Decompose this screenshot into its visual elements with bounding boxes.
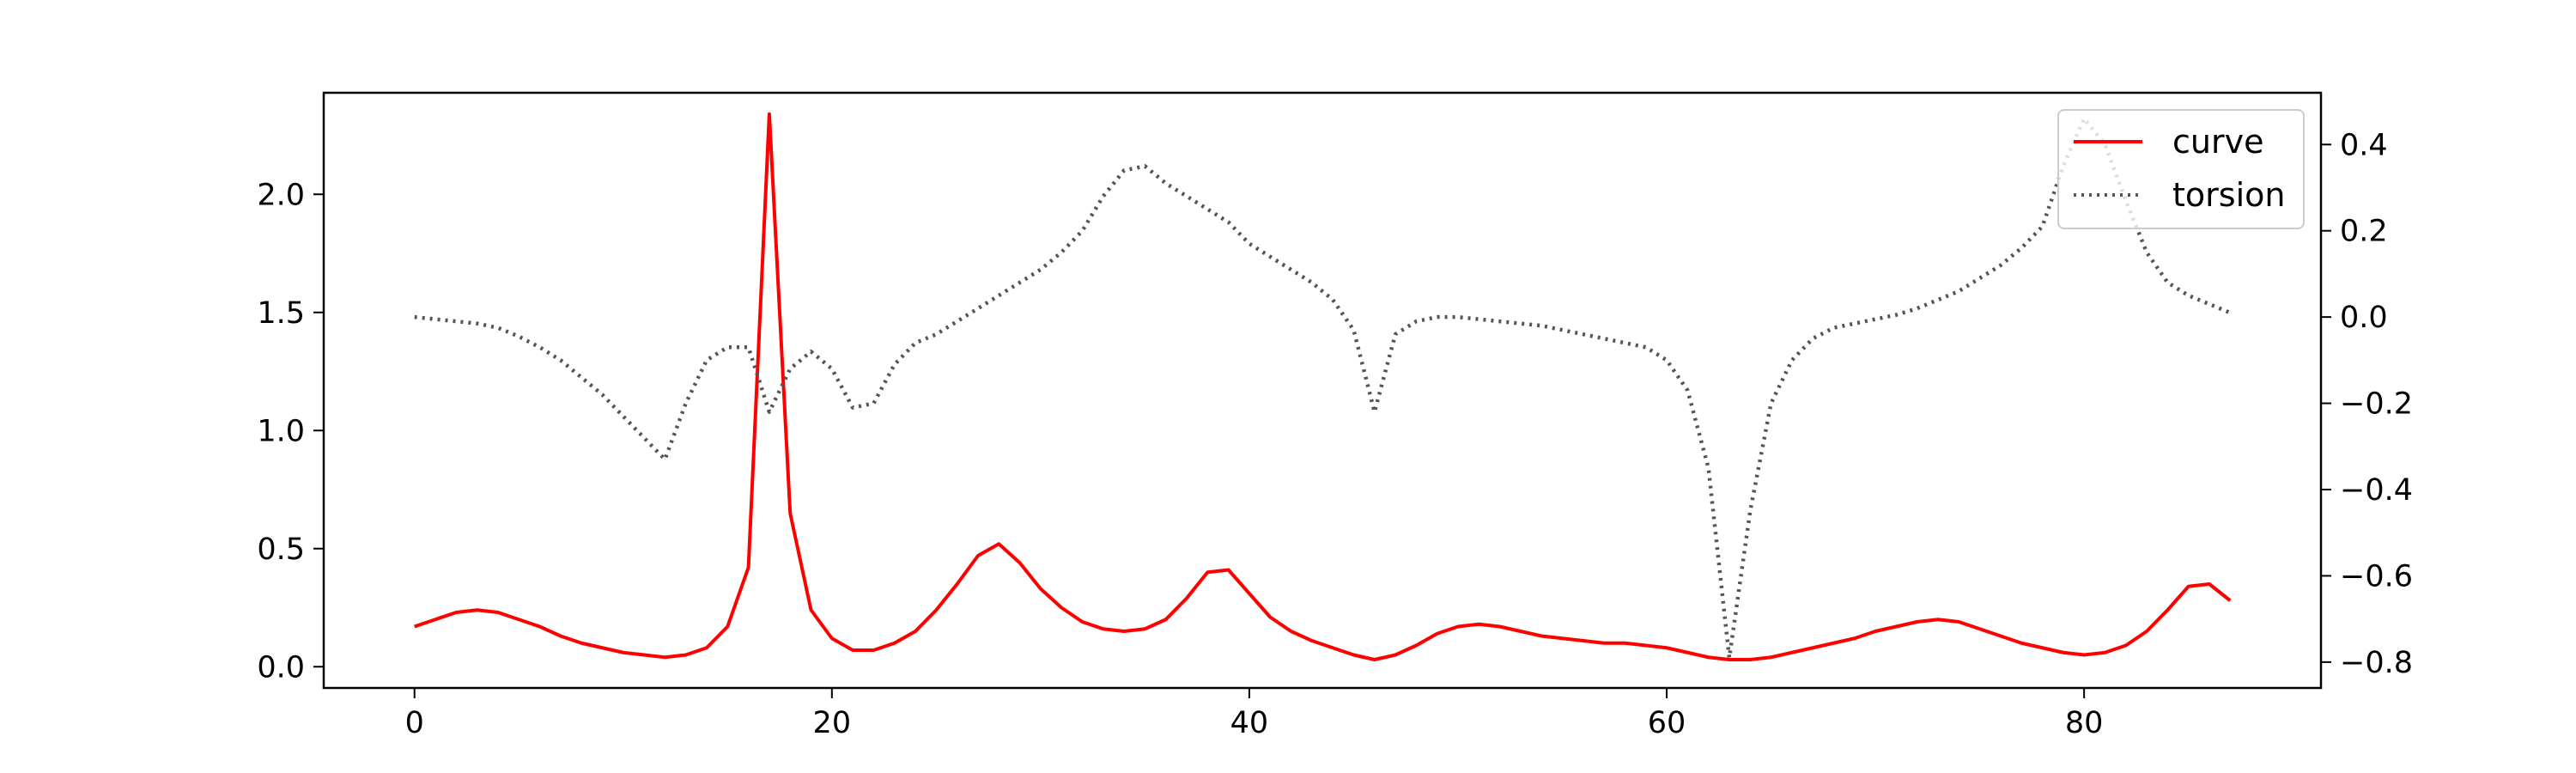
y-right-tick-label: 0.2: [2340, 215, 2388, 249]
plot-frame: [322, 91, 2323, 690]
y-right-tick-label: −0.2: [2340, 387, 2413, 422]
y-left-tick-label: 1.0: [257, 414, 305, 448]
legend: curve torsion: [2057, 109, 2305, 229]
x-tick-label: 60: [1648, 706, 1686, 740]
series-line-curve: [414, 112, 2232, 661]
y-right-tick-label: 0.4: [2340, 128, 2388, 162]
y-left-tick-label: 1.5: [257, 296, 305, 331]
y-left-tick-label: 0.0: [257, 650, 305, 685]
x-axis: 0 20 40 60 80: [405, 688, 2104, 740]
x-tick-label: 40: [1230, 706, 1269, 740]
y-left-tick-label: 2.0: [257, 178, 305, 212]
plot-background: [324, 93, 2321, 688]
y-right-tick-label: 0.0: [2340, 301, 2388, 335]
legend-label-curve: curve: [2172, 123, 2263, 161]
y-left-tick-label: 0.5: [257, 533, 305, 567]
y-right-tick-label: −0.6: [2340, 559, 2413, 593]
legend-label-torsion: torsion: [2172, 176, 2285, 214]
y-right-tick-label: −0.4: [2340, 473, 2413, 508]
x-tick-label: 0: [405, 706, 424, 740]
series-line-torsion: [414, 116, 2232, 660]
legend-box: [2057, 109, 2305, 229]
series-layer: [414, 112, 2232, 661]
y-axis-right: −0.8 −0.6 −0.4 −0.2 0.0 0.2 0.4: [2321, 128, 2413, 680]
x-tick-label: 80: [2065, 706, 2104, 740]
x-tick-label: 20: [813, 706, 852, 740]
y-axis-left: 0.0 0.5 1.0 1.5 2.0: [257, 178, 324, 685]
y-right-tick-label: −0.8: [2340, 646, 2413, 680]
